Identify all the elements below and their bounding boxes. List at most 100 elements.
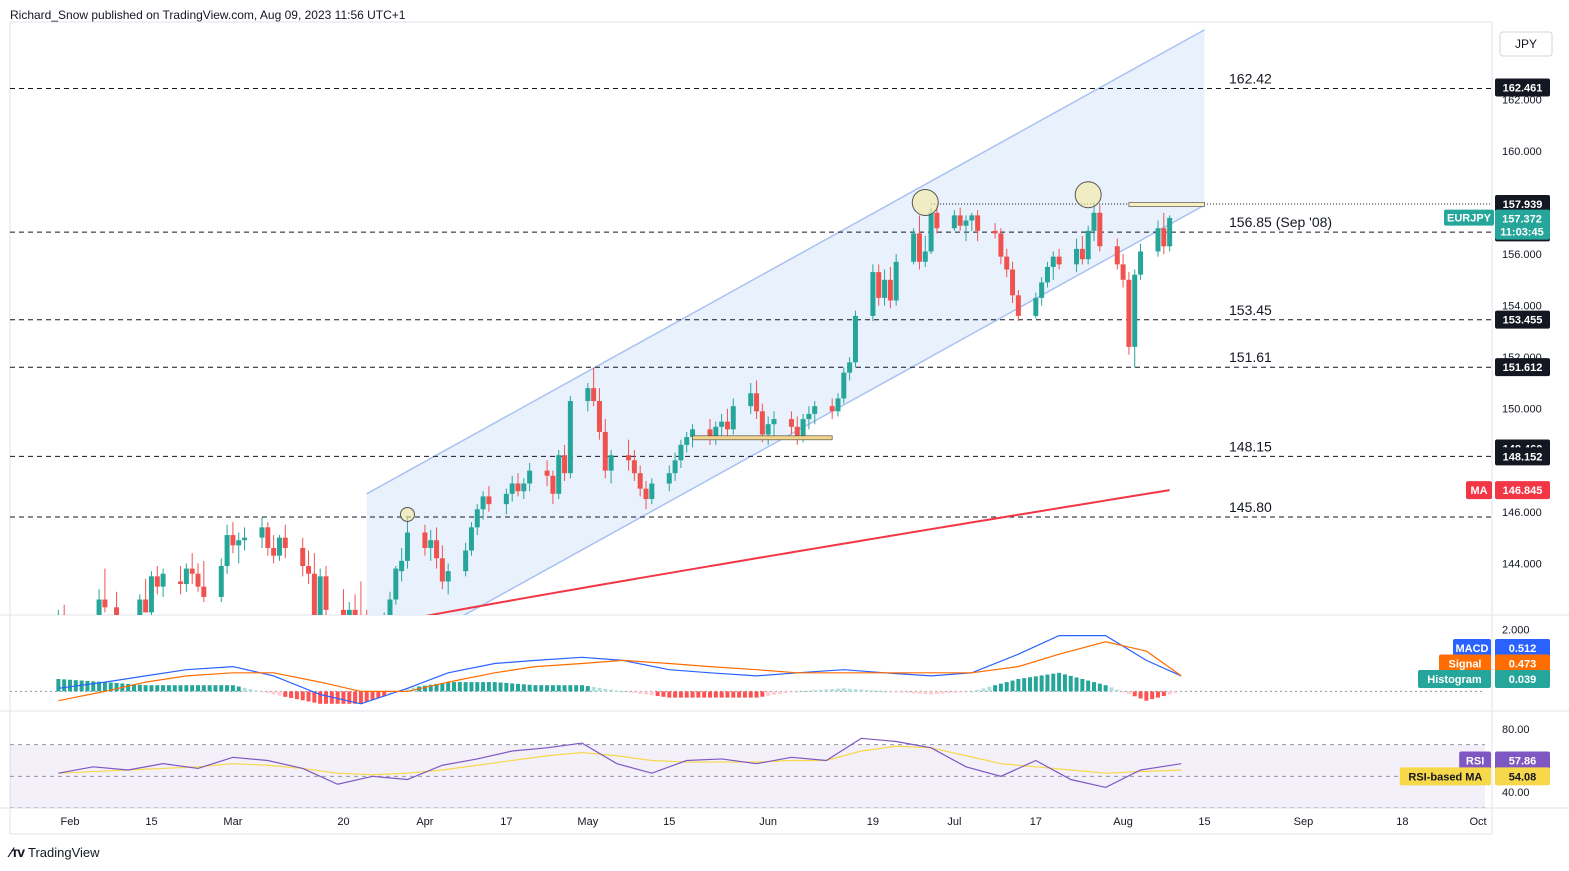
rsi-legend-name: RSI-based MA — [1408, 771, 1482, 783]
macd-histogram-bar — [1092, 682, 1096, 692]
candle — [544, 460, 550, 487]
candle — [201, 560, 207, 603]
macd-histogram-bar — [620, 691, 625, 693]
macd-histogram-bar — [190, 685, 195, 692]
candle-body — [137, 599, 143, 615]
candle-body — [189, 568, 195, 574]
macd-legend-value: 0.473 — [1509, 659, 1537, 671]
macd-histogram-bar — [1057, 672, 1062, 692]
candle — [754, 380, 760, 420]
resistance-zone — [1128, 202, 1205, 207]
candle — [870, 264, 876, 322]
macd-histogram-bar — [568, 685, 573, 692]
candle-body — [364, 628, 369, 638]
currency-button[interactable]: JPY — [1499, 31, 1553, 57]
candle-body — [882, 279, 888, 298]
candle-body — [96, 599, 102, 615]
level-label: 153.45 — [1229, 302, 1272, 318]
candle — [975, 210, 981, 242]
candle-body — [951, 215, 957, 229]
candle-body — [591, 388, 597, 402]
macd-histogram-bar — [725, 691, 730, 698]
rsi-legend-name: RSI — [1466, 756, 1484, 768]
macd-histogram-bar — [1173, 691, 1178, 693]
price-tick-label: 162.000 — [1502, 94, 1542, 106]
macd-histogram-bar — [795, 691, 800, 693]
macd-histogram-bar — [516, 683, 520, 692]
candle-body — [876, 272, 882, 298]
candle — [399, 547, 405, 582]
candle — [1004, 248, 1010, 278]
candle — [178, 566, 184, 595]
chart-annotations — [399, 181, 1205, 522]
candle — [1091, 202, 1097, 242]
candle — [1050, 251, 1056, 280]
macd-histogram-bar — [1039, 675, 1044, 692]
level-label: 151.61 — [1229, 349, 1272, 365]
candle-body — [596, 401, 602, 432]
candle-body — [1126, 279, 1132, 347]
price-badge-bg — [1495, 310, 1550, 329]
macd-histogram-bar — [632, 691, 637, 693]
currency-label: JPY — [1515, 37, 1537, 51]
price-badges: 162.461157.939156.840153.455151.612148.4… — [1399, 78, 1550, 786]
candle — [730, 398, 736, 435]
candle-body — [759, 411, 765, 435]
macd-histogram-bar — [254, 690, 259, 692]
macd-histogram-bar — [760, 691, 765, 697]
macd-histogram-bar — [196, 685, 200, 692]
candle-body — [800, 419, 806, 438]
chart-frame — [9, 21, 1493, 835]
candle-body — [282, 537, 288, 548]
candle — [852, 310, 858, 368]
macd-histogram-bar — [1074, 677, 1079, 692]
footer-brand[interactable]: ⁄ᴛᴠ TradingView — [10, 844, 100, 860]
macd-histogram-bar — [550, 685, 555, 692]
candle — [788, 411, 794, 435]
candle — [602, 419, 608, 479]
symbol-tag-bg — [1444, 209, 1494, 226]
highlight-circle — [911, 188, 939, 216]
macd-histogram-bar — [318, 691, 323, 704]
macd-histogram-bar — [213, 685, 218, 692]
candle-body — [387, 599, 393, 615]
candle — [829, 398, 835, 420]
macd-histogram-bar — [894, 691, 899, 693]
macd-histogram-bar — [277, 691, 282, 696]
macd-histogram-bar — [358, 691, 363, 704]
candle — [218, 558, 224, 603]
macd-histogram-bar — [830, 689, 835, 692]
candle-body — [1120, 264, 1126, 280]
candle-body — [474, 509, 480, 528]
macd-histogram-bar — [818, 689, 823, 692]
macd-histogram-bar — [1051, 673, 1056, 692]
candle — [393, 566, 399, 605]
candle — [480, 491, 486, 520]
macd-histogram-bar — [428, 684, 433, 692]
candle — [596, 388, 602, 440]
time-tick-label: 15 — [145, 816, 157, 828]
macd-histogram-bar — [382, 691, 387, 697]
candle — [352, 594, 358, 615]
macd-histogram-bar — [411, 687, 416, 692]
candle-body — [585, 388, 591, 402]
macd-legend-value-bg — [1495, 639, 1550, 657]
macd-histogram-bar — [335, 691, 340, 704]
macd-histogram-bar — [457, 682, 462, 692]
rsi-legend-value-bg — [1495, 767, 1550, 786]
macd-histogram-bar — [870, 690, 875, 692]
macd-histogram-bar — [1068, 675, 1073, 692]
candle-body — [340, 609, 346, 615]
candle — [189, 553, 195, 585]
candle — [404, 517, 410, 569]
macd-histogram-bar — [777, 691, 782, 695]
candle-body — [352, 609, 358, 615]
macd-histogram-bar — [364, 691, 369, 702]
macd-histogram-bar — [987, 686, 992, 692]
candle-body — [963, 220, 969, 226]
candle-body — [323, 576, 329, 610]
candle-body — [195, 573, 201, 587]
candle — [724, 408, 730, 438]
candle — [1126, 272, 1132, 355]
